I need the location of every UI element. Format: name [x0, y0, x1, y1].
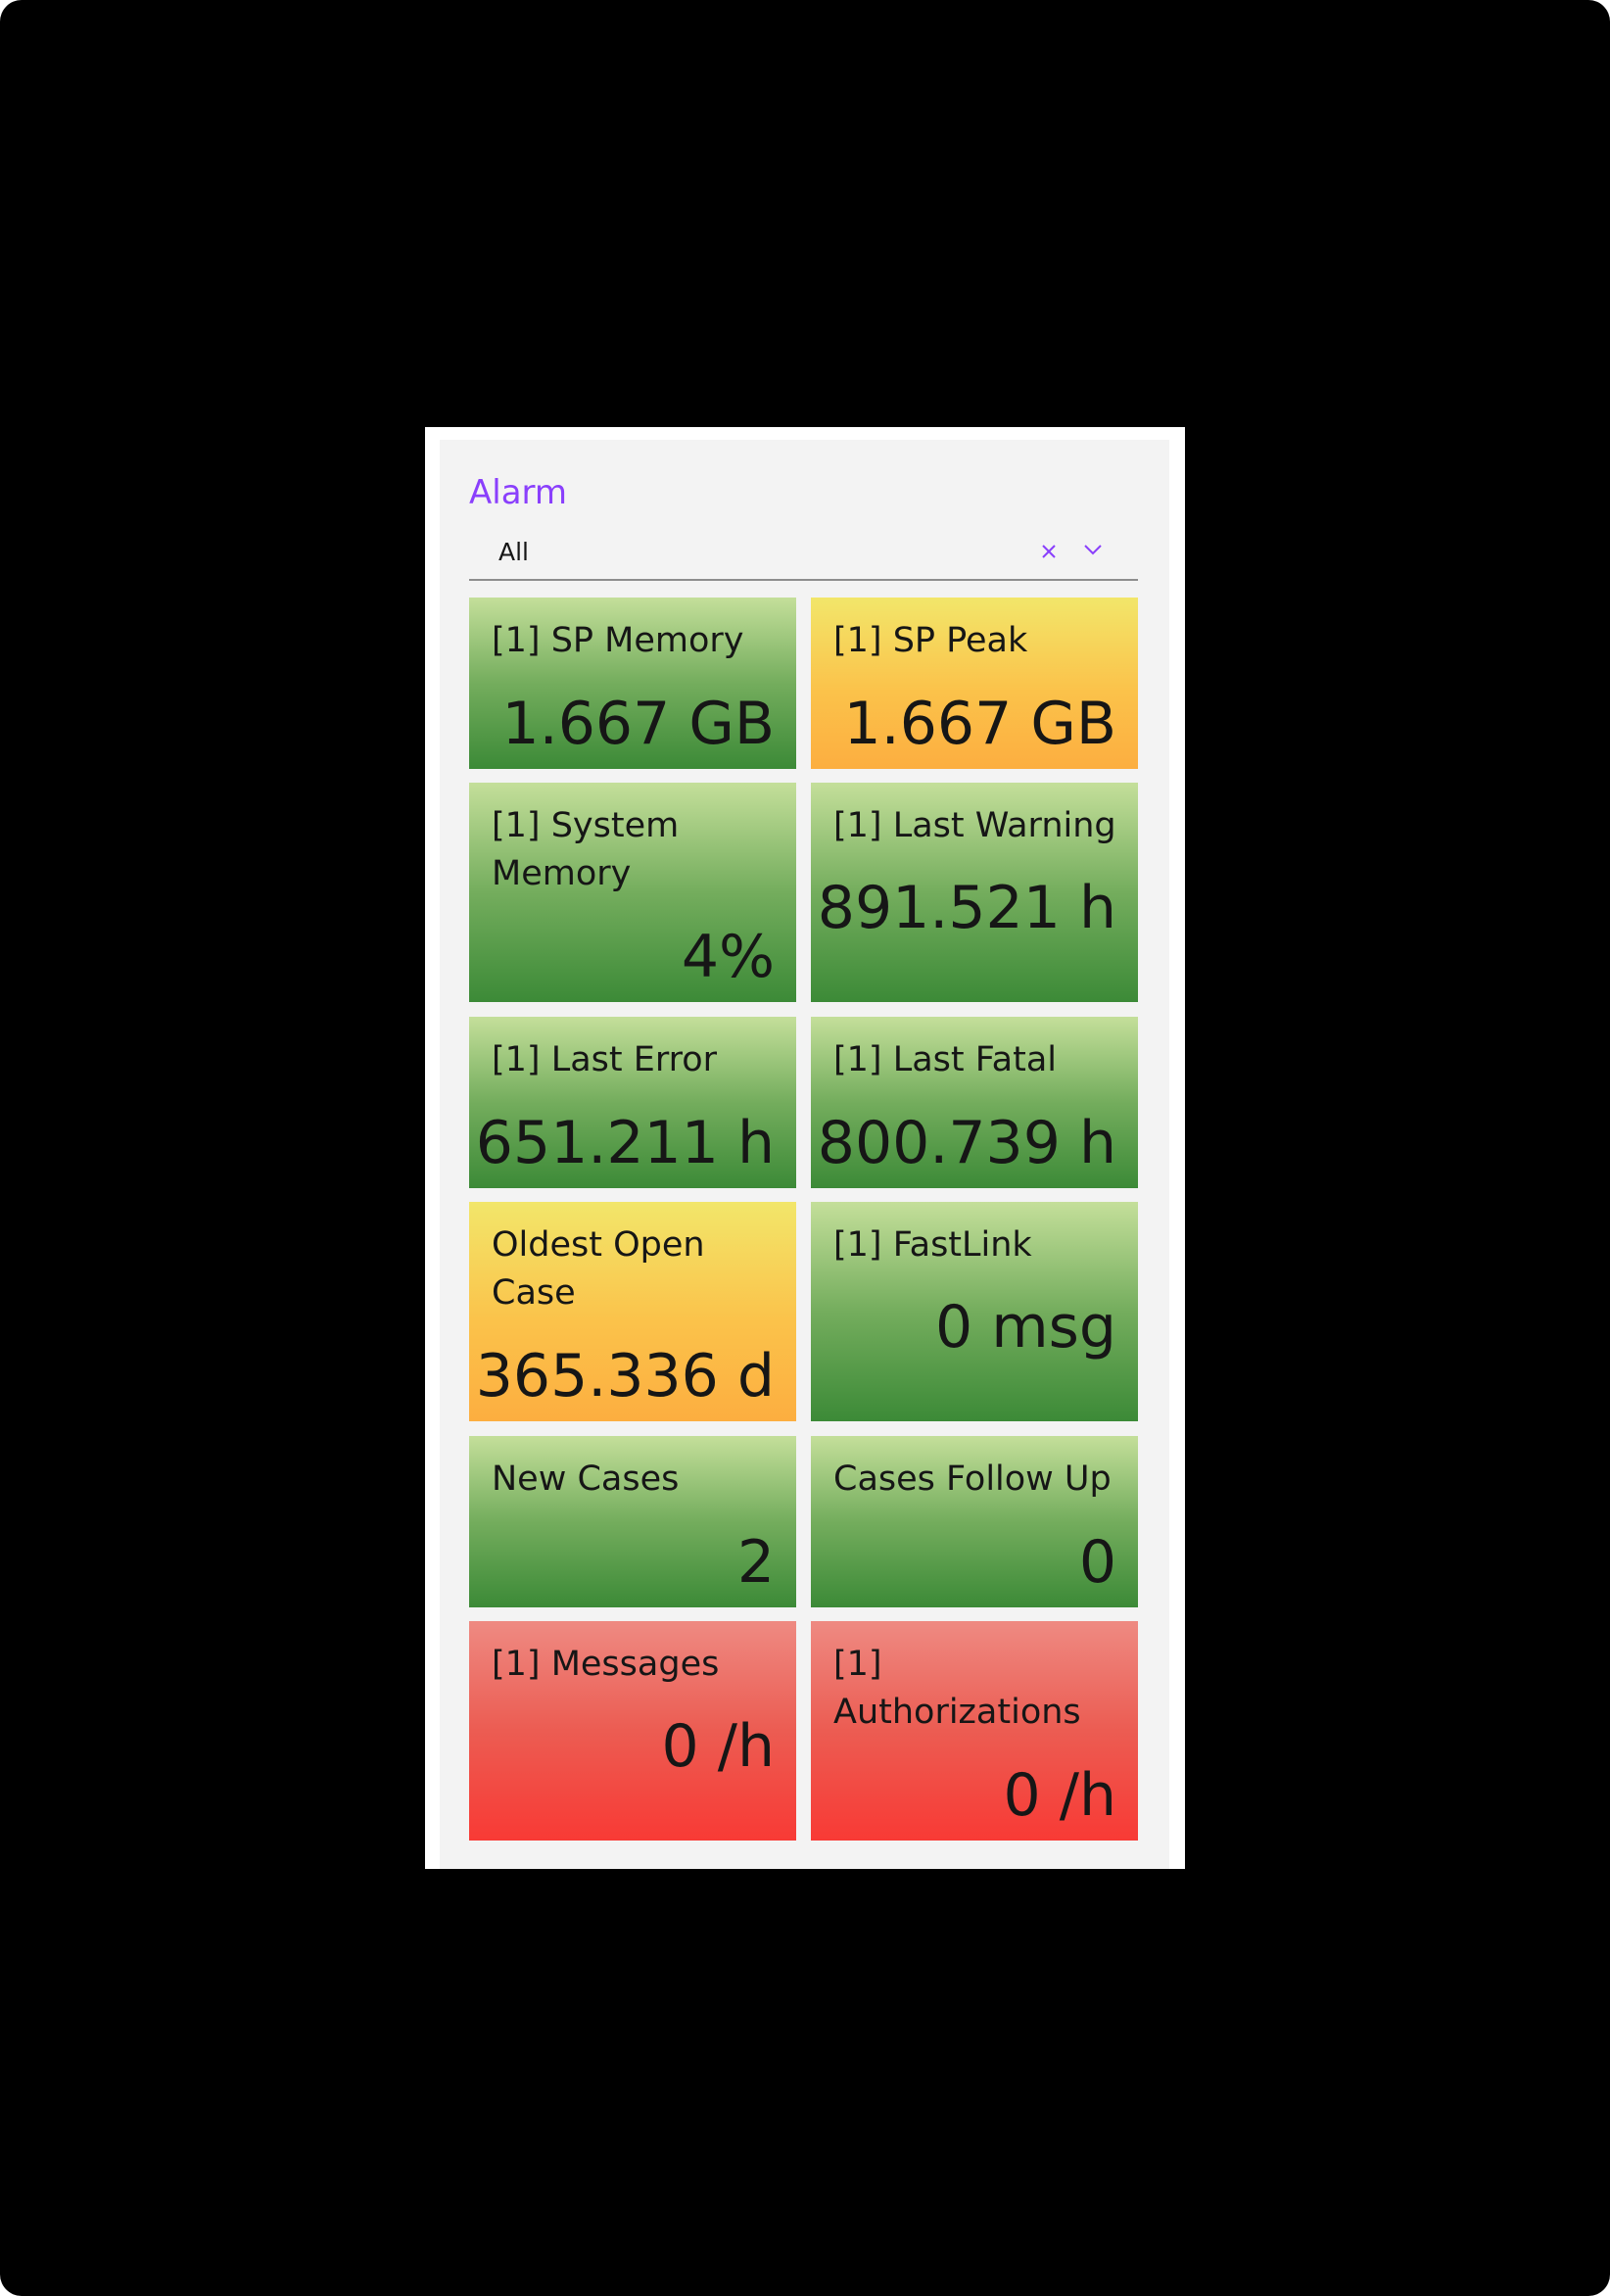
- tile-value: 0 msg: [934, 1293, 1116, 1362]
- tile-value: 800.739 h: [817, 1109, 1116, 1177]
- kpi-tile-oldest-open-case[interactable]: Oldest Open Case 365.336 d: [469, 1202, 796, 1421]
- close-icon[interactable]: [1039, 534, 1059, 568]
- alarm-filter-select[interactable]: All: [469, 528, 1138, 581]
- tile-title: [1] FastLink: [833, 1225, 1032, 1265]
- tile-value: 0: [1078, 1528, 1116, 1597]
- tile-title: Cases Follow Up: [833, 1459, 1112, 1499]
- tile-title: [1] Last Fatal: [833, 1040, 1057, 1079]
- tile-title: [1] SP Peak: [833, 621, 1028, 660]
- tile-title: [1] Last Warning: [833, 806, 1116, 845]
- chevron-down-icon[interactable]: [1081, 540, 1105, 559]
- tile-value: 0 /h: [1003, 1761, 1117, 1830]
- alarm-widget: Alarm All [1] SP Memory: [425, 427, 1185, 1869]
- tile-value: 365.336 d: [475, 1342, 775, 1411]
- tile-value: 651.211 h: [475, 1109, 775, 1177]
- filter-selected-value: All: [498, 538, 529, 566]
- tile-value: 2: [736, 1528, 775, 1597]
- kpi-tile-messages[interactable]: [1] Messages 0 /h: [469, 1621, 796, 1841]
- tile-title: Oldest Open Case: [492, 1225, 705, 1313]
- kpi-tile-sp-peak[interactable]: [1] SP Peak 1.667 GB: [811, 598, 1138, 769]
- tile-title: New Cases: [492, 1459, 680, 1499]
- kpi-tile-last-warning[interactable]: [1] Last Warning 891.521 h: [811, 783, 1138, 1002]
- tile-value: 4%: [681, 923, 775, 991]
- tile-title: [1] Messages: [492, 1645, 720, 1684]
- kpi-tile-new-cases[interactable]: New Cases 2: [469, 1436, 796, 1607]
- kpi-tile-sp-memory[interactable]: [1] SP Memory 1.667 GB: [469, 598, 796, 769]
- tile-value: 891.521 h: [817, 874, 1116, 942]
- tile-value: 1.667 GB: [501, 690, 776, 758]
- kpi-tile-last-error[interactable]: [1] Last Error 651.211 h: [469, 1017, 796, 1188]
- tile-title: [1] Last Error: [492, 1040, 718, 1079]
- tile-value: 1.667 GB: [843, 690, 1117, 758]
- kpi-tile-cases-follow-up[interactable]: Cases Follow Up 0: [811, 1436, 1138, 1607]
- tile-title: [1] SP Memory: [492, 621, 744, 660]
- kpi-tile-fastlink[interactable]: [1] FastLink 0 msg: [811, 1202, 1138, 1421]
- filter-label: Alarm: [469, 473, 568, 512]
- kpi-tile-authorizations[interactable]: [1] Authorizations 0 /h: [811, 1621, 1138, 1841]
- tile-value: 0 /h: [661, 1712, 776, 1781]
- alarm-panel: Alarm All [1] SP Memory: [440, 440, 1169, 1869]
- tile-title: [1] Authorizations: [833, 1645, 1081, 1732]
- kpi-tile-last-fatal[interactable]: [1] Last Fatal 800.739 h: [811, 1017, 1138, 1188]
- kpi-tile-system-memory[interactable]: [1] System Memory 4%: [469, 783, 796, 1002]
- tile-title: [1] System Memory: [492, 806, 680, 893]
